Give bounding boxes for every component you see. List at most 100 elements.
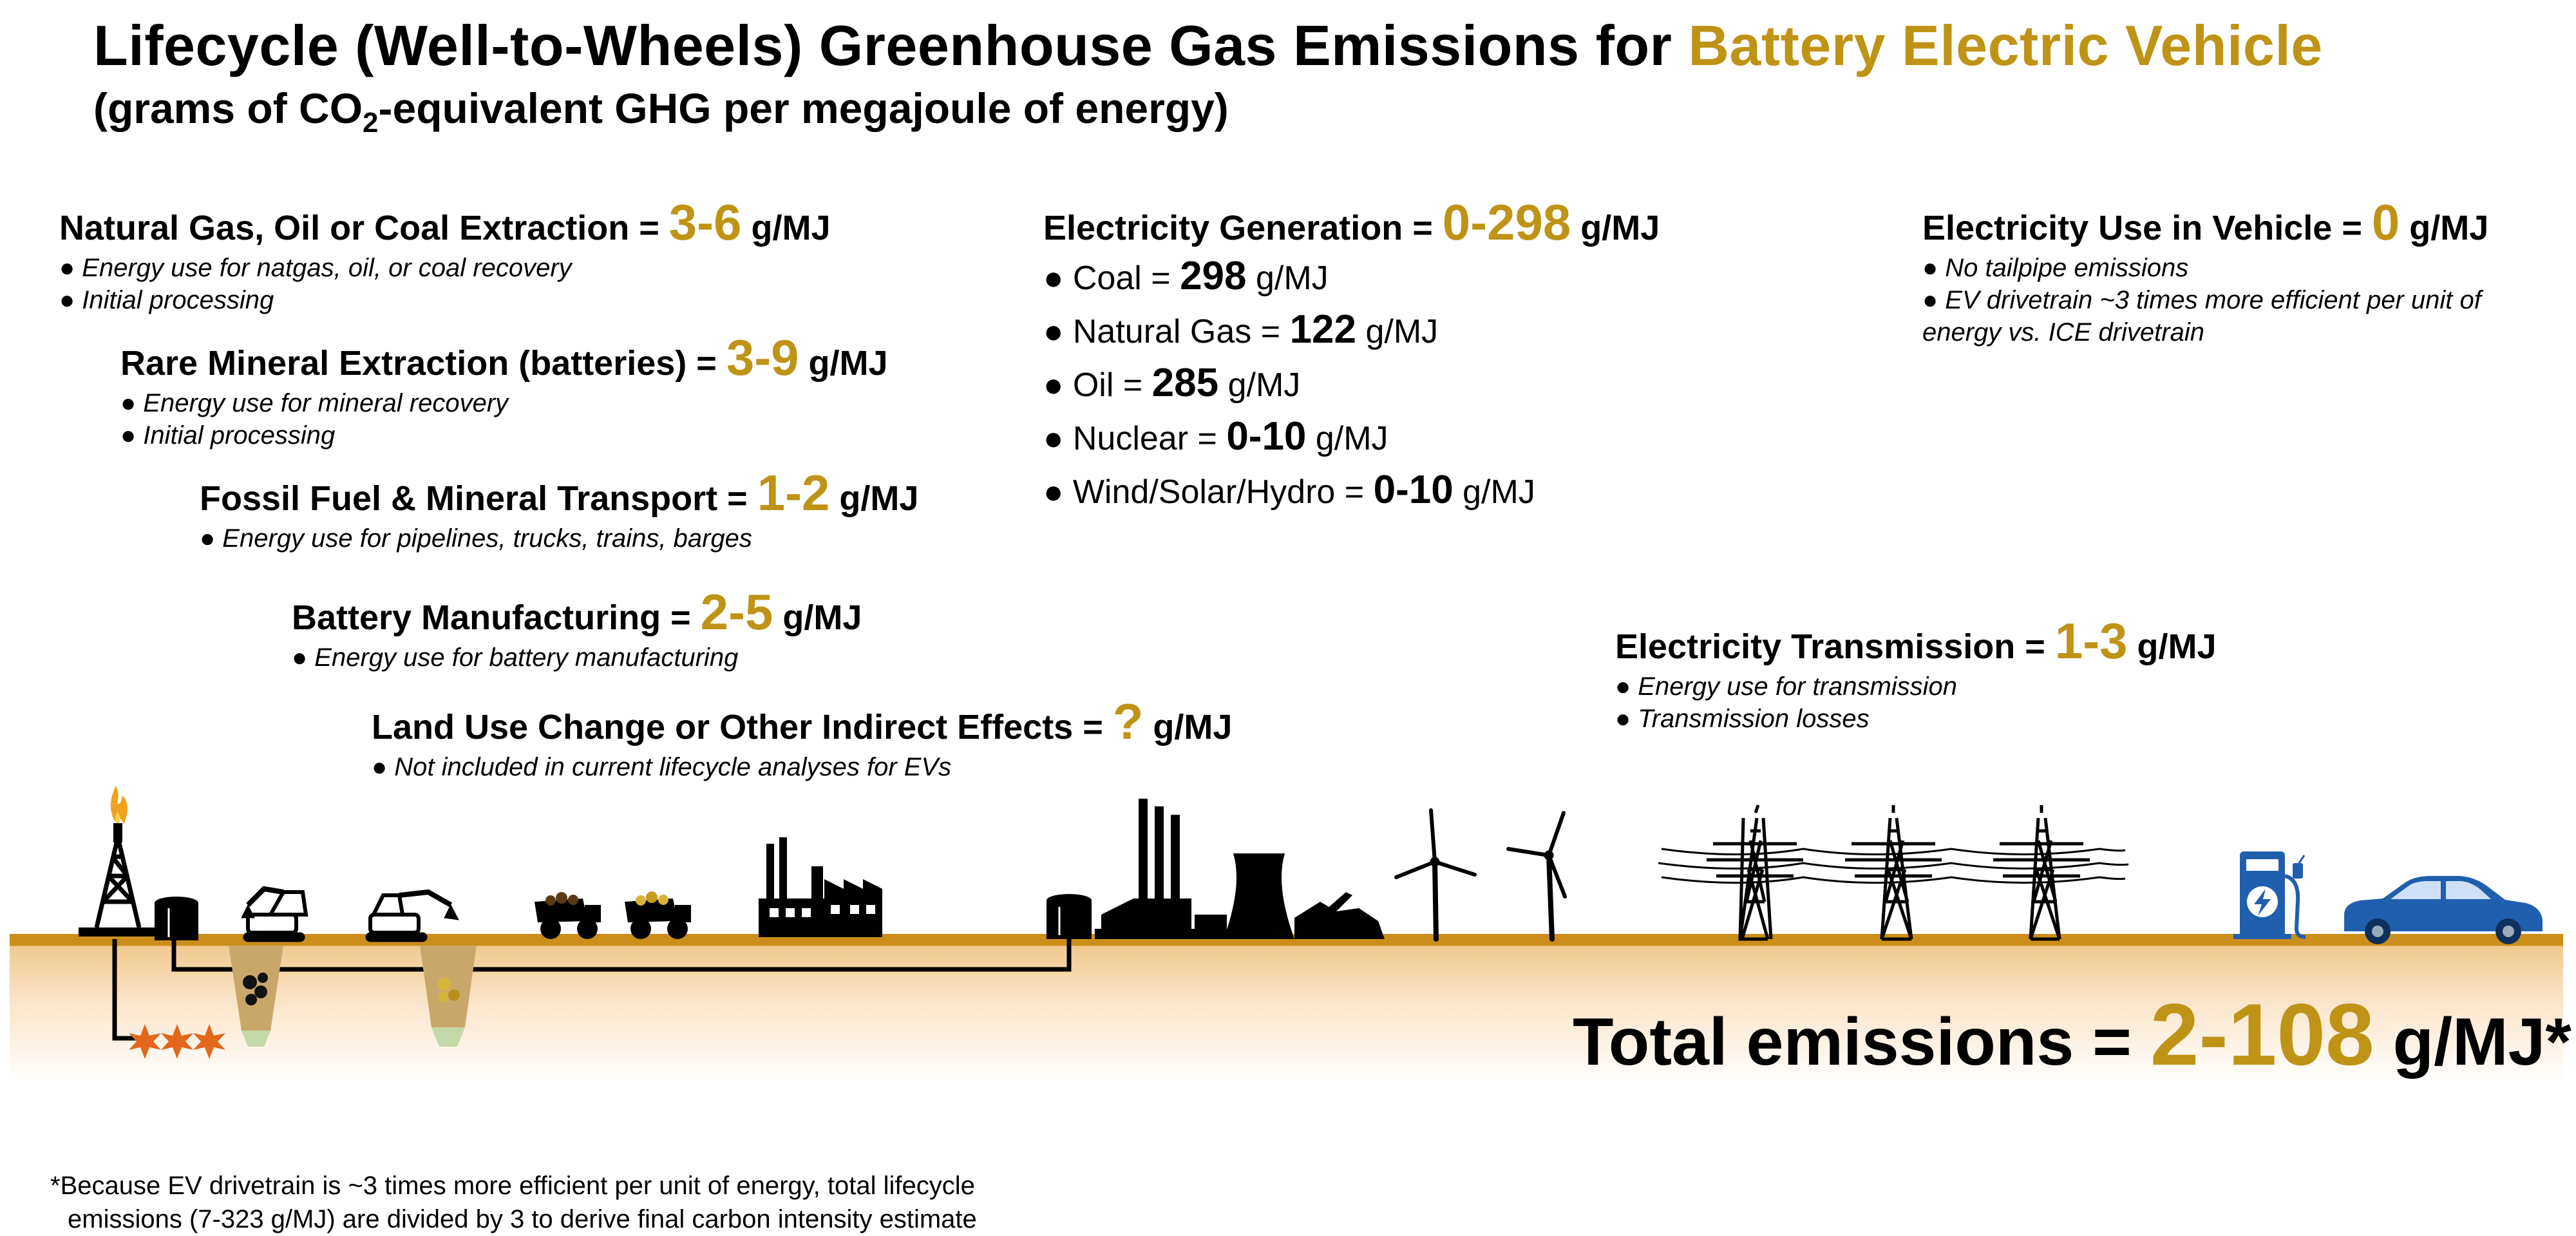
item-unit: g/MJ [1453, 473, 1535, 511]
item-value: 0-10 [1226, 414, 1307, 459]
dump-truck-icon [625, 891, 691, 939]
stage-value: 2-5 [700, 584, 773, 640]
stage-transport-heading: Fossil Fuel & Mineral Transport = 1-2 g/… [200, 464, 918, 522]
item-unit: g/MJ [1356, 313, 1439, 350]
stage-label: Fossil Fuel & Mineral Transport = [200, 479, 757, 518]
footnote: *Because EV drivetrain is ~3 times more … [50, 1169, 977, 1236]
stage-land-use: Land Use Change or Other Indirect Effect… [372, 692, 1232, 783]
stage-unit: g/MJ [799, 344, 888, 383]
item-prefix: ● Coal = [1043, 260, 1180, 297]
stage-unit: g/MJ [829, 479, 919, 518]
stage-unit: g/MJ [2400, 209, 2489, 247]
stage-battery-manufacturing: Battery Manufacturing = 2-5 g/MJ ● Energ… [292, 583, 862, 674]
stage-bullet: ● Transmission losses [1615, 705, 1870, 733]
dump-truck-icon [535, 892, 601, 939]
item-prefix: ● Nuclear = [1043, 420, 1227, 457]
item-unit: g/MJ [1218, 366, 1301, 404]
stage-rare-mineral-heading: Rare Mineral Extraction (batteries) = 3-… [120, 328, 888, 387]
stage-generation: Electricity Generation = 0-298 g/MJ ● Co… [1043, 193, 1660, 518]
total-unit: g/MJ* [2374, 1005, 2571, 1079]
excavator-icon [365, 889, 459, 942]
storage-tank-icon [1046, 894, 1092, 939]
stage-land-use-heading: Land Use Change or Other Indirect Effect… [372, 692, 1232, 751]
page-title: Lifecycle (Well-to-Wheels) Greenhouse Ga… [93, 13, 2323, 79]
stage-bullet: ● Initial processing [120, 421, 336, 450]
stage-bullet: ● Energy use for pipelines, trucks, trai… [200, 524, 752, 553]
stage-value: 1-3 [2054, 613, 2128, 669]
stage-label: Electricity Use in Vehicle = [1922, 209, 2372, 247]
subtitle-subscript: 2 [363, 107, 379, 139]
coal-mine-pit-icon [229, 946, 283, 1047]
generation-item-renewables: ● Wind/Solar/Hydro = 0-10 g/MJ [1043, 464, 1660, 518]
stage-value: 3-6 [668, 194, 742, 251]
stage-unit: g/MJ [741, 209, 831, 247]
total-label: Total emissions = [1573, 1005, 2150, 1079]
transmission-tower-icon [1993, 805, 2090, 941]
stage-label: Battery Manufacturing = [292, 598, 701, 637]
stage-bullet: energy vs. ICE drivetrain [1922, 318, 2204, 347]
stage-vehicle-use: Electricity Use in Vehicle = 0 g/MJ ● No… [1922, 193, 2488, 348]
stage-bullet: ● Energy use for natgas, oil, or coal re… [59, 254, 572, 282]
item-value: 0-10 [1373, 468, 1454, 512]
stage-label: Land Use Change or Other Indirect Effect… [372, 708, 1113, 746]
stage-unit: g/MJ [1571, 209, 1660, 247]
stage-value: ? [1112, 693, 1144, 750]
stage-bullet: ● Energy use for transmission [1615, 672, 1958, 701]
storage-tank-icon [155, 897, 198, 940]
stage-generation-heading: Electricity Generation = 0-298 g/MJ [1043, 193, 1660, 252]
item-prefix: ● Natural Gas = [1043, 313, 1290, 350]
stage-value: 1-2 [757, 464, 830, 521]
stage-transmission: Electricity Transmission = 1-3 g/MJ ● En… [1615, 612, 2217, 735]
stage-unit: g/MJ [2127, 627, 2217, 666]
subtitle-part1: (grams of CO [93, 84, 363, 132]
pipeline [112, 937, 1072, 1041]
stage-bullet: ● Energy use for mineral recovery [120, 389, 509, 417]
title-highlight: Battery Electric Vehicle [1688, 14, 2323, 77]
subtitle-part2: -equivalent GHG per megajoule of energy) [378, 84, 1229, 132]
stage-value: 3-9 [726, 329, 799, 386]
item-value: 298 [1180, 254, 1247, 298]
stage-bullet: ● Energy use for battery manufacturing [292, 643, 739, 672]
item-prefix: ● Wind/Solar/Hydro = [1043, 473, 1374, 511]
stage-bullet: ● Not included in current lifecycle anal… [372, 753, 952, 781]
mineral-mine-pit-icon [420, 946, 477, 1047]
oil-rig-icon [79, 786, 156, 937]
stage-label: Electricity Generation = [1043, 209, 1443, 247]
transmission-tower-icon [1845, 805, 1942, 941]
footnote-line: emissions (7-323 g/MJ) are divided by 3 … [68, 1205, 977, 1233]
stage-label: Natural Gas, Oil or Coal Extraction = [59, 209, 669, 247]
power-plant-icon [1095, 799, 1198, 939]
page-subtitle: (grams of CO2-equivalent GHG per megajou… [93, 84, 1229, 139]
transmission-tower-icon [1707, 804, 1803, 941]
stage-bullet: ● No tailpipe emissions [1922, 254, 2189, 282]
title-prefix: Lifecycle (Well-to-Wheels) Greenhouse Ga… [93, 14, 1689, 77]
stage-value: 0 [2371, 194, 2400, 251]
stage-rare-mineral: Rare Mineral Extraction (batteries) = 3-… [120, 328, 888, 452]
stage-bullet: ● EV drivetrain ~3 times more efficient … [1922, 286, 2481, 314]
generation-item-oil: ● Oil = 285 g/MJ [1043, 357, 1660, 411]
stage-extraction-heading: Natural Gas, Oil or Coal Extraction = 3-… [59, 193, 831, 252]
stage-transmission-heading: Electricity Transmission = 1-3 g/MJ [1615, 612, 2217, 670]
item-value: 122 [1289, 307, 1357, 352]
wind-turbine-icon [1394, 808, 1477, 942]
stage-bullet: ● Initial processing [59, 286, 274, 314]
footnote-line: *Because EV drivetrain is ~3 times more … [50, 1172, 975, 1200]
stage-label: Electricity Transmission = [1615, 627, 2055, 666]
stage-extraction: Natural Gas, Oil or Coal Extraction = 3-… [59, 193, 831, 316]
stage-label: Rare Mineral Extraction (batteries) = [120, 344, 726, 383]
excavator-icon [241, 886, 308, 942]
item-prefix: ● Oil = [1043, 366, 1152, 404]
stage-battery-heading: Battery Manufacturing = 2-5 g/MJ [292, 583, 862, 642]
underground-gas-icon [129, 1024, 225, 1059]
generation-item-natural-gas: ● Natural Gas = 122 g/MJ [1043, 304, 1660, 357]
electric-car-icon [2344, 876, 2543, 944]
ev-charger-icon [2233, 851, 2306, 939]
cooling-tower-icon [1195, 853, 1385, 939]
stage-vehicle-use-heading: Electricity Use in Vehicle = 0 g/MJ [1922, 193, 2488, 252]
wind-turbine-icon [1506, 811, 1567, 942]
generation-item-nuclear: ● Nuclear = 0-10 g/MJ [1043, 411, 1660, 464]
item-unit: g/MJ [1306, 420, 1388, 457]
generation-item-coal: ● Coal = 298 g/MJ [1043, 251, 1660, 304]
stage-unit: g/MJ [773, 598, 862, 637]
